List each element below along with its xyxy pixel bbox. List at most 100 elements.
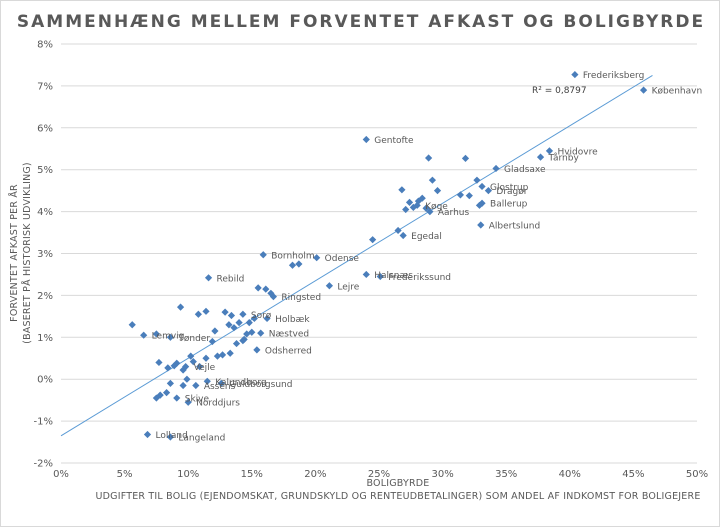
- data-point: [230, 324, 238, 332]
- y-tick-label: 1%: [37, 333, 53, 344]
- x-tick-label: 45%: [622, 469, 644, 480]
- point-label: Skive: [185, 395, 210, 405]
- data-point: [235, 319, 243, 327]
- y-axis-label: FORVENTET AFKAST PER ÅR: [8, 184, 20, 322]
- data-point: [492, 164, 500, 173]
- x-tick-label: 0%: [53, 469, 69, 480]
- data-point: [313, 254, 321, 262]
- data-point: [187, 352, 195, 360]
- y-tick-label: 6%: [37, 123, 53, 134]
- trendline: [60, 74, 653, 437]
- x-axis-sublabel: UDGIFTER TIL BOLIG (EJENDOMSKAT, GRUNDSK…: [95, 491, 700, 502]
- data-point: [227, 311, 236, 320]
- data-point: [288, 261, 297, 269]
- data-point: [484, 187, 492, 195]
- point-label: Lemvig: [152, 332, 185, 342]
- data-point: [418, 194, 426, 202]
- data-point: [263, 314, 271, 323]
- data-point: [325, 282, 333, 290]
- point-label: Sorø: [251, 311, 272, 321]
- data-point: [536, 153, 545, 161]
- data-point: [259, 251, 267, 259]
- point-label: Odense: [325, 254, 360, 264]
- point-label: Hvidovre: [557, 147, 598, 157]
- y-tick-label: 0%: [37, 375, 53, 386]
- point-label: Glostrup: [490, 183, 529, 193]
- gridlines: [61, 43, 697, 464]
- data-point: [428, 176, 437, 184]
- data-point: [208, 337, 216, 346]
- data-point: [245, 319, 253, 327]
- data-points: [128, 70, 648, 441]
- data-point: [166, 333, 174, 341]
- data-point: [362, 270, 370, 279]
- y-tick-label: 3%: [37, 249, 53, 260]
- data-point: [192, 381, 200, 390]
- data-point: [433, 187, 442, 195]
- y-tick-label: -2%: [34, 459, 53, 470]
- data-point: [204, 274, 213, 282]
- y-tick-label: 2%: [37, 291, 53, 302]
- data-point: [176, 303, 185, 311]
- data-point: [253, 346, 261, 354]
- data-point: [477, 221, 485, 229]
- data-point: [184, 398, 192, 406]
- point-label: Vejle: [194, 363, 216, 373]
- data-point: [254, 284, 262, 292]
- data-point: [203, 377, 211, 385]
- data-point: [128, 321, 136, 329]
- data-point: [475, 201, 484, 209]
- data-point: [152, 330, 160, 338]
- point-label: Gentofte: [374, 136, 414, 146]
- x-tick-label: 40%: [559, 469, 581, 480]
- chart-title: SAMMENHÆNG MELLEM FORVENTET AFKAST OG BO…: [17, 12, 705, 32]
- data-point: [409, 203, 417, 212]
- data-point: [155, 358, 163, 367]
- data-point: [179, 366, 187, 374]
- data-point: [202, 307, 210, 315]
- data-point: [183, 375, 191, 383]
- point-label: Odsherred: [265, 346, 312, 356]
- point-label: Dragør: [496, 187, 527, 197]
- data-point: [262, 285, 270, 293]
- point-label: Gladsaxe: [504, 165, 546, 175]
- data-point: [267, 289, 275, 297]
- x-tick-label: 35%: [495, 469, 517, 480]
- point-label: Næstved: [269, 330, 309, 340]
- y-tick-label: 7%: [37, 81, 53, 92]
- tick-labels: -2% -1% 0% 1% 2% 3% 4% 5% 6% 7% 8% 0% 5% 10% 15% 20% 25%…: [34, 40, 709, 481]
- data-point: [179, 381, 187, 390]
- data-point: [225, 321, 233, 329]
- data-point: [394, 226, 402, 235]
- data-point: [362, 135, 370, 144]
- data-point: [478, 182, 486, 191]
- point-label: Frederiksberg: [583, 71, 644, 81]
- data-point: [639, 86, 648, 94]
- data-point: [376, 272, 384, 281]
- point-label: Assens: [204, 382, 236, 392]
- point-label: Aarhus: [438, 208, 470, 218]
- y-tick-label: -1%: [34, 417, 53, 428]
- data-point: [189, 358, 197, 366]
- data-point: [461, 154, 470, 162]
- point-label: Bornholm: [271, 251, 314, 261]
- point-label: Norddjurs: [196, 399, 240, 409]
- point-label: Lejre: [337, 282, 359, 292]
- data-point: [166, 433, 174, 441]
- data-point: [413, 201, 421, 209]
- data-point: [545, 147, 554, 155]
- point-label: København: [652, 87, 703, 97]
- data-point: [143, 430, 152, 439]
- trendline-layer: [60, 74, 653, 437]
- x-tick-label: 15%: [241, 469, 263, 480]
- x-tick-label: 30%: [431, 469, 453, 480]
- data-point: [162, 389, 171, 397]
- point-label: Rebild: [217, 274, 245, 284]
- data-point: [369, 236, 377, 244]
- data-point: [405, 198, 414, 206]
- data-point: [239, 310, 247, 318]
- point-label: Kalundborg: [215, 378, 266, 388]
- point-label: Halsnæs: [374, 271, 413, 281]
